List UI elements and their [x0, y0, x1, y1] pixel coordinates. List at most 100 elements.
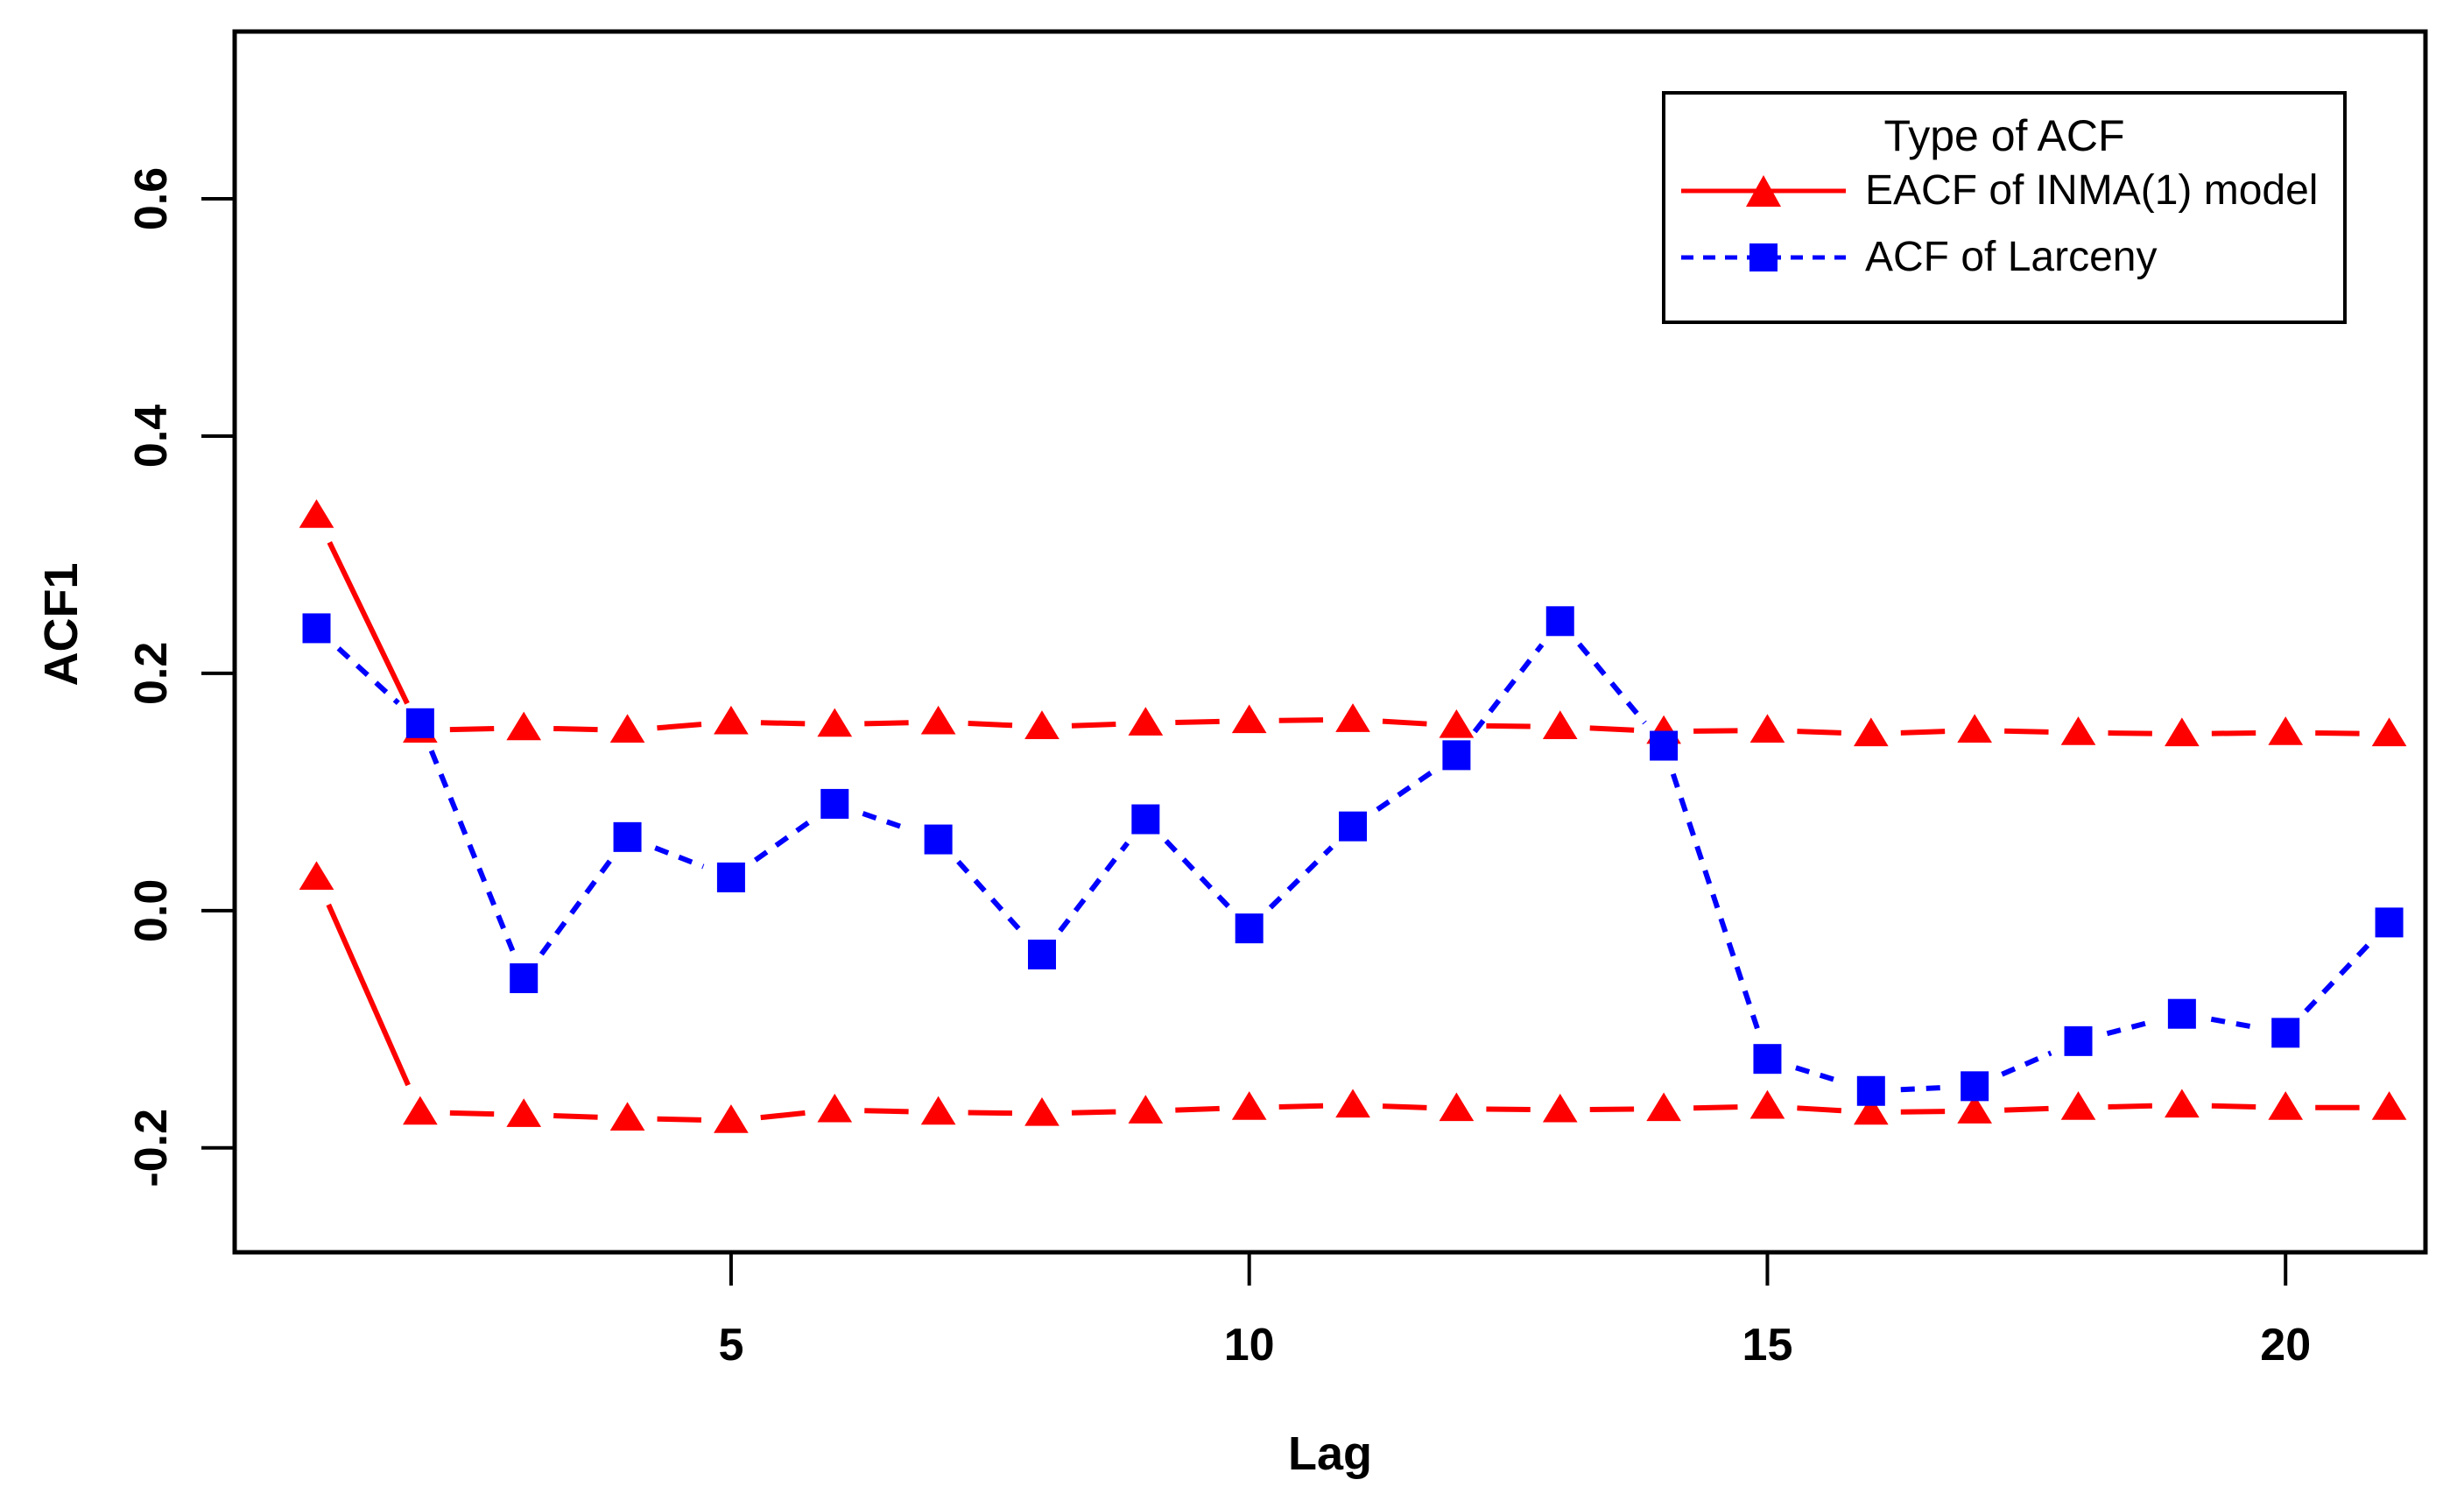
- series-segment: [1670, 772, 1761, 1032]
- triangle-marker: [920, 705, 956, 735]
- triangle-marker: [2060, 716, 2096, 745]
- series-segment: [1164, 839, 1231, 909]
- square-marker: [1339, 811, 1368, 842]
- triangle-marker: [1024, 710, 1060, 739]
- series-segment: [968, 1110, 1013, 1117]
- acf-line-square-sample-icon: [1681, 243, 1846, 271]
- y-tick-label: 0.0: [126, 879, 177, 942]
- square-marker: [1131, 804, 1160, 835]
- y-tick-label: 0.2: [126, 642, 177, 705]
- triangle-marker: [1231, 1091, 1267, 1120]
- series-segment: [968, 721, 1013, 729]
- square-marker: [2064, 1025, 2093, 1056]
- triangle-marker: [817, 1093, 853, 1123]
- triangle-marker: [609, 1102, 645, 1131]
- triangle-marker: [506, 711, 542, 741]
- series-segment: [2108, 1103, 2152, 1110]
- square-marker: [820, 788, 849, 819]
- triangle-marker: [1957, 1095, 1993, 1124]
- triangle-marker: [1335, 703, 1370, 732]
- triangle-marker: [2060, 1091, 2096, 1120]
- series-segment: [1071, 721, 1116, 729]
- series-segment: [760, 720, 806, 727]
- legend-entry-eacf-label: EACF of INMA(1) model: [1865, 167, 2319, 214]
- series-eacf-inma1: [299, 499, 2407, 1133]
- x-axis: 5 10 15 20: [718, 1252, 2311, 1371]
- series-segment: [1486, 722, 1531, 729]
- series-segment: [1382, 1103, 1427, 1110]
- series-segment: [2304, 942, 2371, 1013]
- series-segment: [2211, 730, 2256, 736]
- series-segment: [539, 859, 612, 956]
- series-segment: [862, 811, 912, 833]
- series-segment: [2106, 1018, 2154, 1037]
- eacf-line-triangle-sample-icon: [1681, 175, 1846, 207]
- triangle-marker: [2165, 1089, 2200, 1118]
- triangle-marker: [1024, 1096, 1060, 1126]
- series-segment: [2211, 1103, 2256, 1110]
- square-marker: [924, 824, 953, 855]
- series-segment: [2004, 1105, 2049, 1113]
- square-marker: [510, 963, 539, 994]
- triangle-marker: [2371, 1091, 2407, 1120]
- square-marker: [1545, 606, 1574, 637]
- series-segment: [753, 819, 813, 863]
- series-segment: [864, 1108, 909, 1115]
- series-segment: [1589, 1106, 1635, 1113]
- triangle-marker: [2268, 716, 2304, 745]
- square-marker: [1856, 1075, 1885, 1106]
- series-segment: [1472, 643, 1545, 734]
- triangle-marker: [817, 708, 853, 737]
- series-segment: [1278, 1103, 1324, 1110]
- legend-entry-eacf: EACF of INMA(1) model: [1665, 158, 2343, 224]
- series-segment: [449, 1110, 495, 1117]
- legend-title: Type of ACF: [1883, 111, 2125, 160]
- series-segment: [327, 541, 410, 705]
- triangle-marker: [299, 861, 334, 890]
- triangle-marker: [1957, 714, 1993, 743]
- series-segment: [657, 1116, 701, 1123]
- series-segment: [336, 646, 400, 706]
- series-segment: [1175, 1105, 1220, 1113]
- series-segment: [326, 903, 411, 1087]
- series-segment: [1589, 725, 1635, 733]
- square-marker: [1961, 1071, 1989, 1102]
- y-tick-label: 0.6: [126, 167, 177, 230]
- triangle-marker: [299, 499, 334, 528]
- triangle-marker: [1542, 710, 1578, 739]
- series-segment: [654, 845, 705, 870]
- triangle-marker: [1749, 714, 1785, 743]
- triangle-marker: [714, 705, 749, 735]
- series-segment: [2315, 730, 2360, 736]
- triangle-marker: [2268, 1091, 2304, 1120]
- series-segment: [1382, 718, 1427, 727]
- triangle-marker: [1542, 1093, 1578, 1123]
- triangle-marker: [609, 714, 645, 743]
- square-marker: [1027, 939, 1056, 969]
- triangle-marker: [2165, 717, 2200, 747]
- series-segment: [1577, 642, 1647, 725]
- square-marker: [1753, 1044, 1782, 1075]
- legend-entry-acf: ACF of Larceny: [1665, 224, 2343, 291]
- triangle-marker: [1439, 1092, 1475, 1122]
- series-segment: [1797, 1105, 1842, 1114]
- square-marker: [302, 613, 331, 644]
- triangle-marker: [1439, 708, 1475, 738]
- x-tick-label: 5: [718, 1320, 743, 1371]
- series-segment: [1376, 770, 1434, 812]
- series-segment: [1486, 1106, 1531, 1113]
- y-axis: -0.2 0.0 0.2 0.4 0.6: [126, 167, 235, 1187]
- square-marker: [2167, 998, 2196, 1029]
- triangle-marker: [1231, 704, 1267, 734]
- series-segment: [760, 1110, 806, 1121]
- legend-triangle-marker-icon: [1746, 175, 1781, 207]
- triangle-marker: [403, 1096, 438, 1125]
- triangle-marker: [1128, 707, 1164, 736]
- square-marker: [2375, 907, 2404, 938]
- square-marker: [1442, 740, 1471, 771]
- series-segment: [2001, 1050, 2052, 1077]
- y-tick-label: 0.4: [126, 405, 177, 468]
- y-tick-label: -0.2: [126, 1109, 177, 1187]
